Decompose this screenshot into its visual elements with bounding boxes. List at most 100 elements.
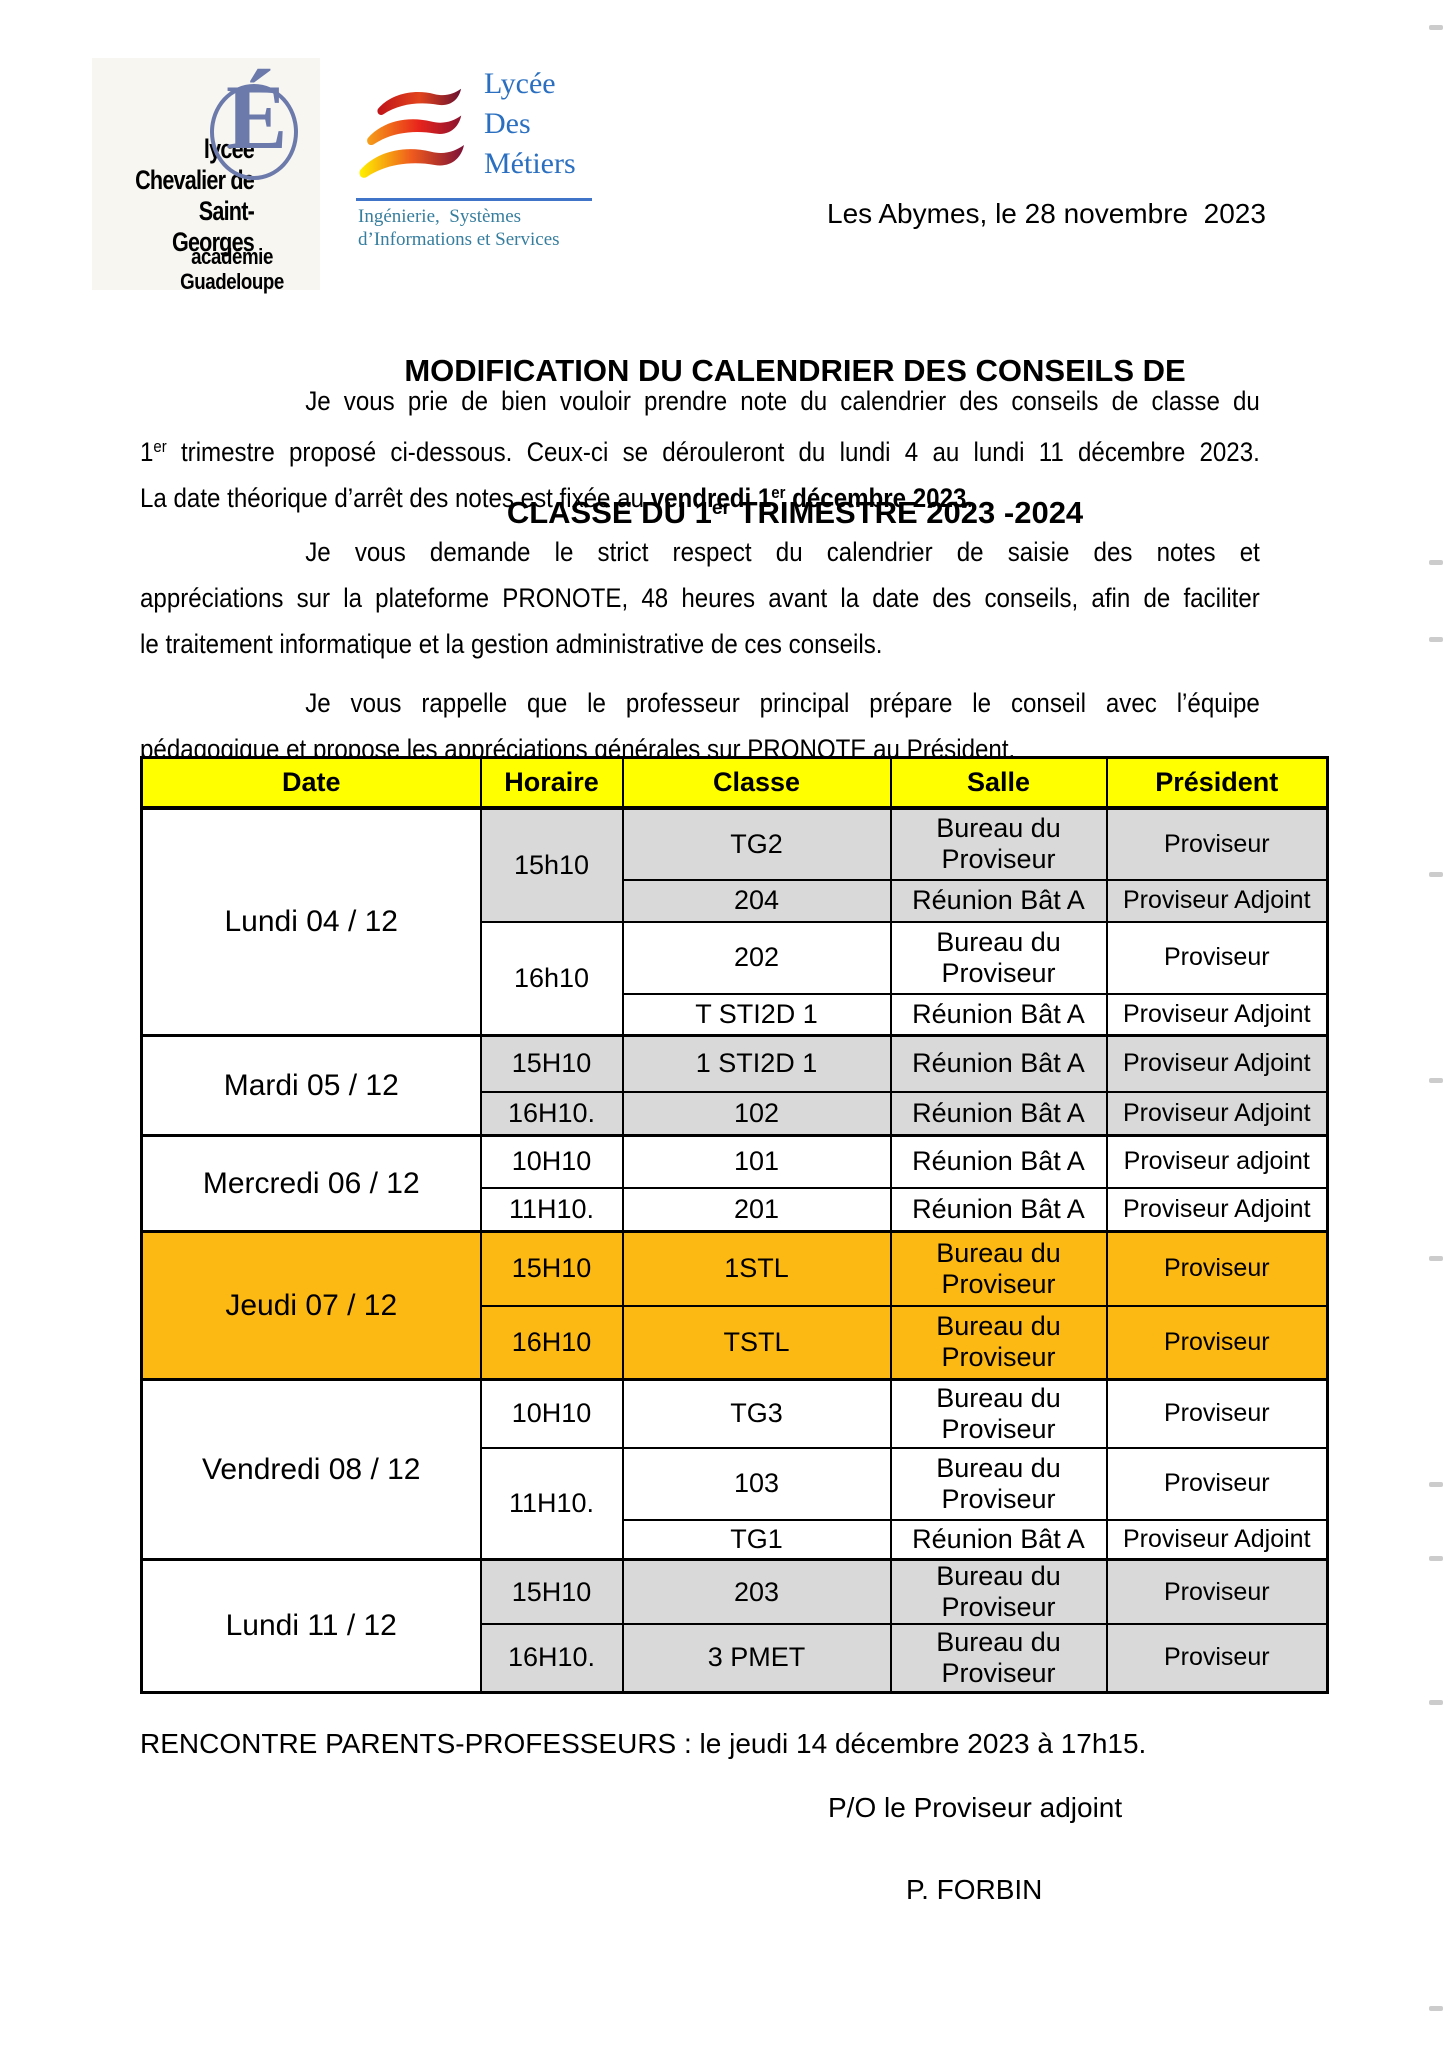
cell-horaire: 11H10. (479, 1446, 624, 1561)
cell-salle: Bureau du Proviseur (889, 1558, 1108, 1625)
cell-horaire: 16H10 (479, 1304, 624, 1381)
cell-president: Proviseur Adjoint (1105, 1518, 1329, 1561)
swoosh-icon (359, 88, 464, 178)
title-line-2: CLASSE DU 1er TRIMESTRE 2023 -2024 (506, 495, 1084, 530)
cell-date: Vendredi 08 / 12 (140, 1378, 482, 1561)
table-row: Lundi 04 / 12 15h10 TG2 Bureau du Provis… (140, 806, 1329, 1037)
cell-salle: Bureau du Proviseur (889, 920, 1108, 995)
col-header-salle: Salle (889, 756, 1108, 810)
cell-salle: Réunion Bât A (889, 878, 1108, 923)
table-row: Vendredi 08 / 12 10H10 TG3 Bureau du Pro… (140, 1378, 1329, 1561)
cell-president: Proviseur (1105, 920, 1329, 995)
col-header-classe: Classe (621, 756, 892, 810)
cell-horaire: 15H10 (479, 1558, 624, 1625)
table-row: 16H10. 102 Réunion Bât A Proviseur Adjoi… (142, 1090, 1329, 1137)
cell-classe: TG2 (621, 806, 892, 881)
cell-salle: Bureau du Proviseur (889, 1623, 1108, 1693)
paragraph-2-line-1: Je vous demande le strict respect du cal… (305, 537, 1260, 567)
cell-classe: 203 (621, 1558, 892, 1625)
cell-classe: TG3 (621, 1378, 892, 1449)
table-row: Jeudi 07 / 12 15H10 1STL Bureau du Provi… (140, 1230, 1329, 1381)
cell-salle: Bureau du Proviseur (889, 806, 1108, 881)
logo-tagline-1: Ingénierie, Systèmes (358, 206, 522, 227)
paragraph-2-line-2: appréciations sur la plateforme PRONOTE,… (140, 583, 1260, 613)
place-date-line: Les Abymes, le 28 novembre 2023 (827, 198, 1266, 229)
cell-president: Proviseur Adjoint (1105, 1090, 1329, 1137)
cell-salle: Réunion Bât A (889, 1090, 1108, 1137)
cell-salle: Réunion Bât A (889, 1518, 1108, 1561)
cell-date: Lundi 04 / 12 (140, 806, 482, 1037)
table-row: Lundi 11 / 12 15H10 203 Bureau du Provis… (140, 1558, 1329, 1693)
cell-horaire: 16H10. (479, 1623, 624, 1693)
lycee-des-metiers-logo: Lycée Des Métiers Ingénierie, Systèmes d… (356, 64, 596, 264)
academie-e-emblem-icon: É (210, 66, 304, 184)
col-header-date: Date (140, 756, 482, 810)
cell-salle: Réunion Bât A (889, 992, 1108, 1037)
logo-tagline-2: d’Informations et Services (358, 229, 560, 250)
table-row: 16H10 TSTL Bureau du Proviseur Proviseur (142, 1304, 1329, 1381)
letter-body: Je vous prie de bien vouloir prendre not… (140, 378, 1394, 772)
conseils-schedule-table: Date Horaire Classe Salle Président Lund… (140, 756, 1329, 1694)
col-header-horaire: Horaire (479, 756, 624, 810)
cell-president: Proviseur (1105, 1378, 1329, 1449)
table-row: 16h10 202 Bureau du Proviseur Proviseur (142, 920, 1329, 1037)
cell-president: Proviseur (1105, 1230, 1329, 1307)
col-header-president: Président (1105, 756, 1329, 810)
cell-president: Proviseur adjoint (1105, 1134, 1329, 1189)
cell-horaire: 15H10 (479, 1034, 624, 1093)
logo-underline (356, 198, 592, 201)
cell-horaire: 10H10 (479, 1134, 624, 1189)
cell-horaire: 16H10. (479, 1090, 624, 1137)
cell-salle: Bureau du Proviseur (889, 1304, 1108, 1381)
lm-line-des: Des (484, 107, 531, 140)
cell-date: Mardi 05 / 12 (140, 1034, 482, 1137)
cell-classe: T STI2D 1 (621, 992, 892, 1037)
cell-classe: 1STL (621, 1230, 892, 1307)
cell-classe: TG1 (621, 1518, 892, 1561)
parents-teachers-meeting-note: RENCONTRE PARENTS-PROFESSEURS : le jeudi… (140, 1728, 1147, 1759)
table-row: TG1 Réunion Bât A Proviseur Adjoint (142, 1518, 1329, 1561)
cell-classe: 102 (621, 1090, 892, 1137)
cell-president: Proviseur Adjoint (1105, 1186, 1329, 1233)
table-header-row: Date Horaire Classe Salle Président (140, 756, 1329, 810)
signature-role: P/O le Proviseur adjoint (828, 1792, 1123, 1823)
table-row: Mercredi 06 / 12 10H10 101 Réunion Bât A… (140, 1134, 1329, 1233)
cell-classe: 101 (621, 1134, 892, 1189)
table-row: T STI2D 1 Réunion Bât A Proviseur Adjoin… (142, 992, 1329, 1037)
cell-horaire: 16h10 (479, 920, 624, 1037)
academie-region-label: académie Guadeloupe (161, 244, 304, 294)
cell-horaire: 15h10 (479, 806, 624, 923)
cell-president: Proviseur Adjoint (1105, 878, 1329, 923)
cell-president: Proviseur Adjoint (1105, 992, 1329, 1037)
cell-president: Proviseur (1105, 1446, 1329, 1521)
table-row: 11H10. 103 Bureau du Proviseur Proviseur (142, 1446, 1329, 1561)
logo-line-saint-georges: Saint-Georges (171, 196, 255, 257)
academie-guadeloupe-logo: lycée Chevalier de Saint-Georges É acadé… (92, 58, 320, 294)
cell-classe: 202 (621, 920, 892, 995)
lm-line-lycee: Lycée (484, 67, 556, 100)
paragraph-1-line-2: 1er trimestre proposé ci-dessous. Ceux-c… (140, 437, 1260, 467)
guadeloupe-label: Guadeloupe (180, 269, 284, 294)
table-row: 11H10. 201 Réunion Bât A Proviseur Adjoi… (142, 1186, 1329, 1233)
paragraph-1-line-3: La date théorique d’arrêt des notes est … (140, 483, 974, 513)
cell-horaire: 15H10 (479, 1230, 624, 1307)
cell-horaire: 11H10. (479, 1186, 624, 1233)
academie-logo-school-name: lycée Chevalier de Saint-Georges (124, 134, 255, 258)
cell-salle: Réunion Bât A (889, 1034, 1108, 1093)
table-row: 16H10. 3 PMET Bureau du Proviseur Provis… (142, 1623, 1329, 1693)
cell-date: Jeudi 07 / 12 (140, 1230, 482, 1381)
paragraph-3-line-1: Je vous rappelle que le professeur princ… (305, 688, 1260, 718)
cell-date: Lundi 11 / 12 (140, 1558, 482, 1693)
cell-president: Proviseur (1105, 1558, 1329, 1625)
lm-line-metiers: Métiers (484, 147, 576, 180)
title-line-1: MODIFICATION DU CALENDRIER DES CONSEILS … (404, 353, 1186, 388)
cell-president: Proviseur (1105, 1623, 1329, 1693)
cell-date: Mercredi 06 / 12 (140, 1134, 482, 1233)
lycee-des-metiers-name: Lycée Des Métiers (484, 64, 576, 184)
cell-salle: Bureau du Proviseur (889, 1230, 1108, 1307)
paragraph-1-line-1: Je vous prie de bien vouloir prendre not… (305, 386, 1260, 416)
paragraph-2-line-3: le traitement informatique et la gestion… (140, 629, 883, 659)
cell-president: Proviseur (1105, 1304, 1329, 1381)
cell-classe: 201 (621, 1186, 892, 1233)
